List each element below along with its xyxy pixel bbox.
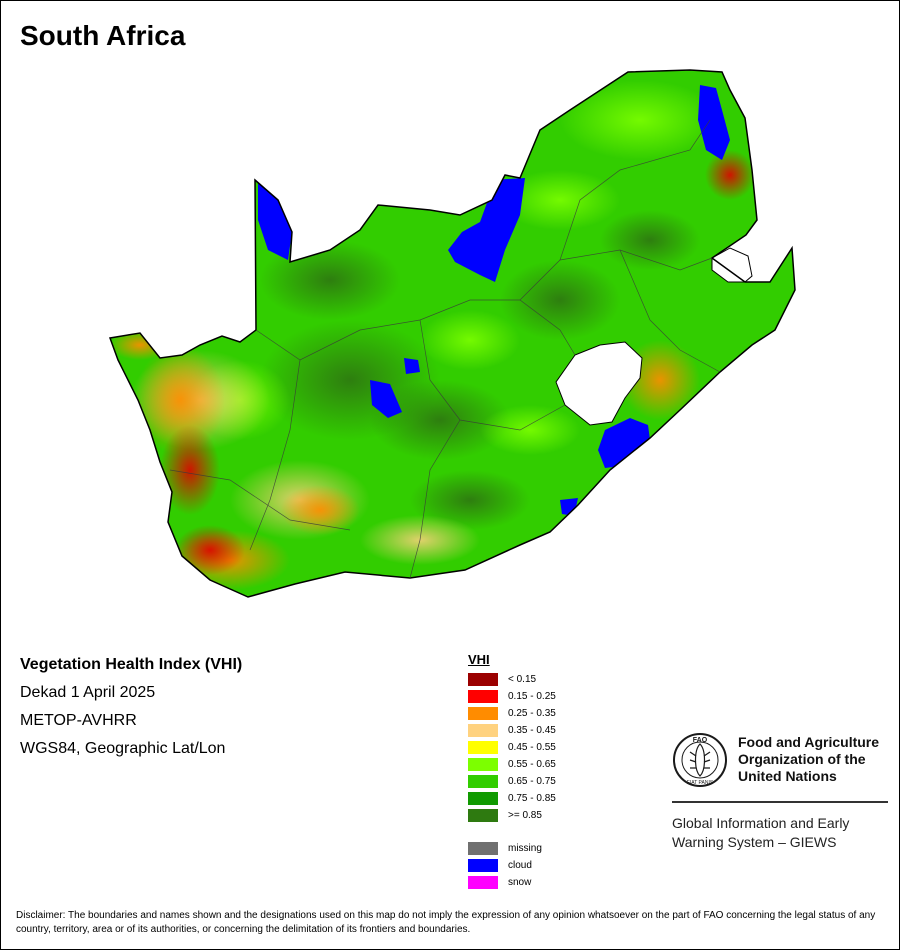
legend-swatch — [468, 792, 498, 805]
legend-swatch — [468, 707, 498, 720]
legend-swatch — [468, 673, 498, 686]
legend-swatch — [468, 741, 498, 754]
sensor-name: METOP-AVHRR — [20, 712, 137, 729]
legend-swatch — [468, 809, 498, 822]
logo-motto: FIAT PANIS — [687, 780, 714, 786]
map-info: Vegetation Health Index (VHI) Dekad 1 Ap… — [20, 656, 242, 768]
legend-label: 0.65 - 0.75 — [508, 776, 556, 787]
giews-name: Global Information and Early Warning Sys… — [672, 814, 849, 852]
legend-swatch — [468, 876, 498, 889]
giews-line2: Warning System – GIEWS — [672, 834, 837, 850]
disclaimer: Disclaimer: The boundaries and names sho… — [16, 910, 876, 935]
giews-line1: Global Information and Early — [672, 815, 850, 831]
legend-label: 0.35 - 0.45 — [508, 725, 556, 736]
legend-item: 0.65 - 0.75 — [468, 773, 556, 790]
map-title: South Africa — [20, 20, 186, 51]
legend-item: 0.25 - 0.35 — [468, 705, 556, 722]
vhi-legend: VHI < 0.15 0.15 - 0.25 0.25 - 0.35 0.35 - 0… — [468, 652, 556, 891]
legend-title: VHI — [468, 652, 490, 667]
vhi-map — [108, 69, 796, 598]
divider — [672, 801, 888, 803]
legend-label: 0.55 - 0.65 — [508, 759, 556, 770]
fao-logo-icon: FAO FIAT PANIS — [673, 733, 727, 787]
legend-swatch — [468, 842, 498, 855]
legend-swatch — [468, 724, 498, 737]
legend-item: snow — [468, 874, 556, 891]
legend-item: >= 0.85 — [468, 807, 556, 824]
legend-item: missing — [468, 840, 556, 857]
legend-label: >= 0.85 — [508, 810, 542, 821]
index-heading: Vegetation Health Index (VHI) — [20, 656, 243, 673]
fao-name: Food and Agriculture Organization of the… — [738, 734, 879, 785]
legend-item: 0.15 - 0.25 — [468, 688, 556, 705]
legend-label: 0.75 - 0.85 — [508, 793, 556, 804]
legend-label: 0.45 - 0.55 — [508, 742, 556, 753]
legend-label: 0.15 - 0.25 — [508, 691, 556, 702]
fao-name-line1: Food and Agriculture — [738, 734, 880, 750]
legend-swatch — [468, 690, 498, 703]
legend-item: cloud — [468, 857, 556, 874]
legend-label: cloud — [508, 860, 532, 871]
logo-letters: FAO — [693, 737, 708, 744]
fao-name-line3: United Nations — [738, 768, 837, 784]
fao-name-line2: Organization of the — [738, 751, 866, 767]
legend-swatch — [468, 775, 498, 788]
projection: WGS84, Geographic Lat/Lon — [20, 740, 226, 757]
legend-item: 0.35 - 0.45 — [468, 722, 556, 739]
legend-label: < 0.15 — [508, 674, 537, 685]
legend-item: 0.45 - 0.55 — [468, 739, 556, 756]
legend-label: missing — [508, 843, 542, 854]
legend-label: 0.25 - 0.35 — [508, 708, 556, 719]
legend-item: 0.75 - 0.85 — [468, 790, 556, 807]
legend-swatch — [468, 859, 498, 872]
legend-label: snow — [508, 877, 532, 888]
legend-swatch — [468, 758, 498, 771]
dekad-date: Dekad 1 April 2025 — [20, 684, 156, 701]
legend-item: < 0.15 — [468, 671, 556, 688]
legend-item: 0.55 - 0.65 — [468, 756, 556, 773]
